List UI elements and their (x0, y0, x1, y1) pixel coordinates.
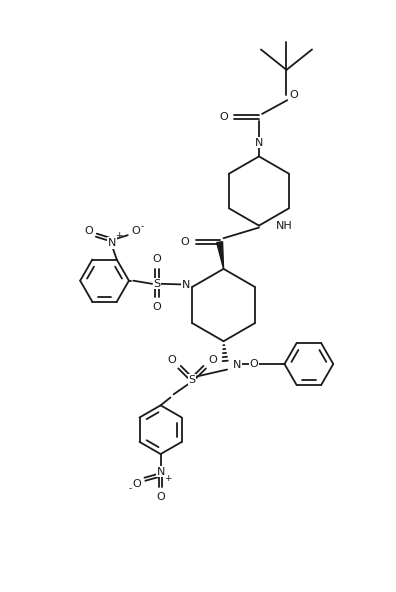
Text: N: N (255, 138, 263, 147)
Text: O: O (152, 253, 161, 263)
Text: S: S (153, 279, 160, 289)
Text: O: O (156, 492, 165, 502)
Text: NH: NH (276, 221, 292, 231)
Text: S: S (188, 375, 196, 385)
Text: O: O (181, 237, 189, 247)
Text: N: N (108, 238, 116, 248)
Text: -: - (140, 221, 143, 231)
Text: N: N (232, 360, 241, 370)
Text: O: O (167, 355, 176, 365)
Text: O: O (249, 359, 258, 369)
Text: O: O (289, 91, 298, 101)
Text: N: N (156, 466, 165, 477)
Text: O: O (131, 226, 140, 236)
Text: O: O (84, 226, 93, 236)
Text: O: O (208, 355, 217, 365)
Text: O: O (219, 112, 228, 122)
Text: -: - (128, 484, 131, 493)
Text: +: + (115, 231, 123, 240)
Text: N: N (182, 280, 190, 290)
Polygon shape (217, 242, 224, 269)
Text: O: O (152, 302, 161, 312)
Text: +: + (164, 474, 171, 482)
Text: O: O (132, 478, 141, 488)
